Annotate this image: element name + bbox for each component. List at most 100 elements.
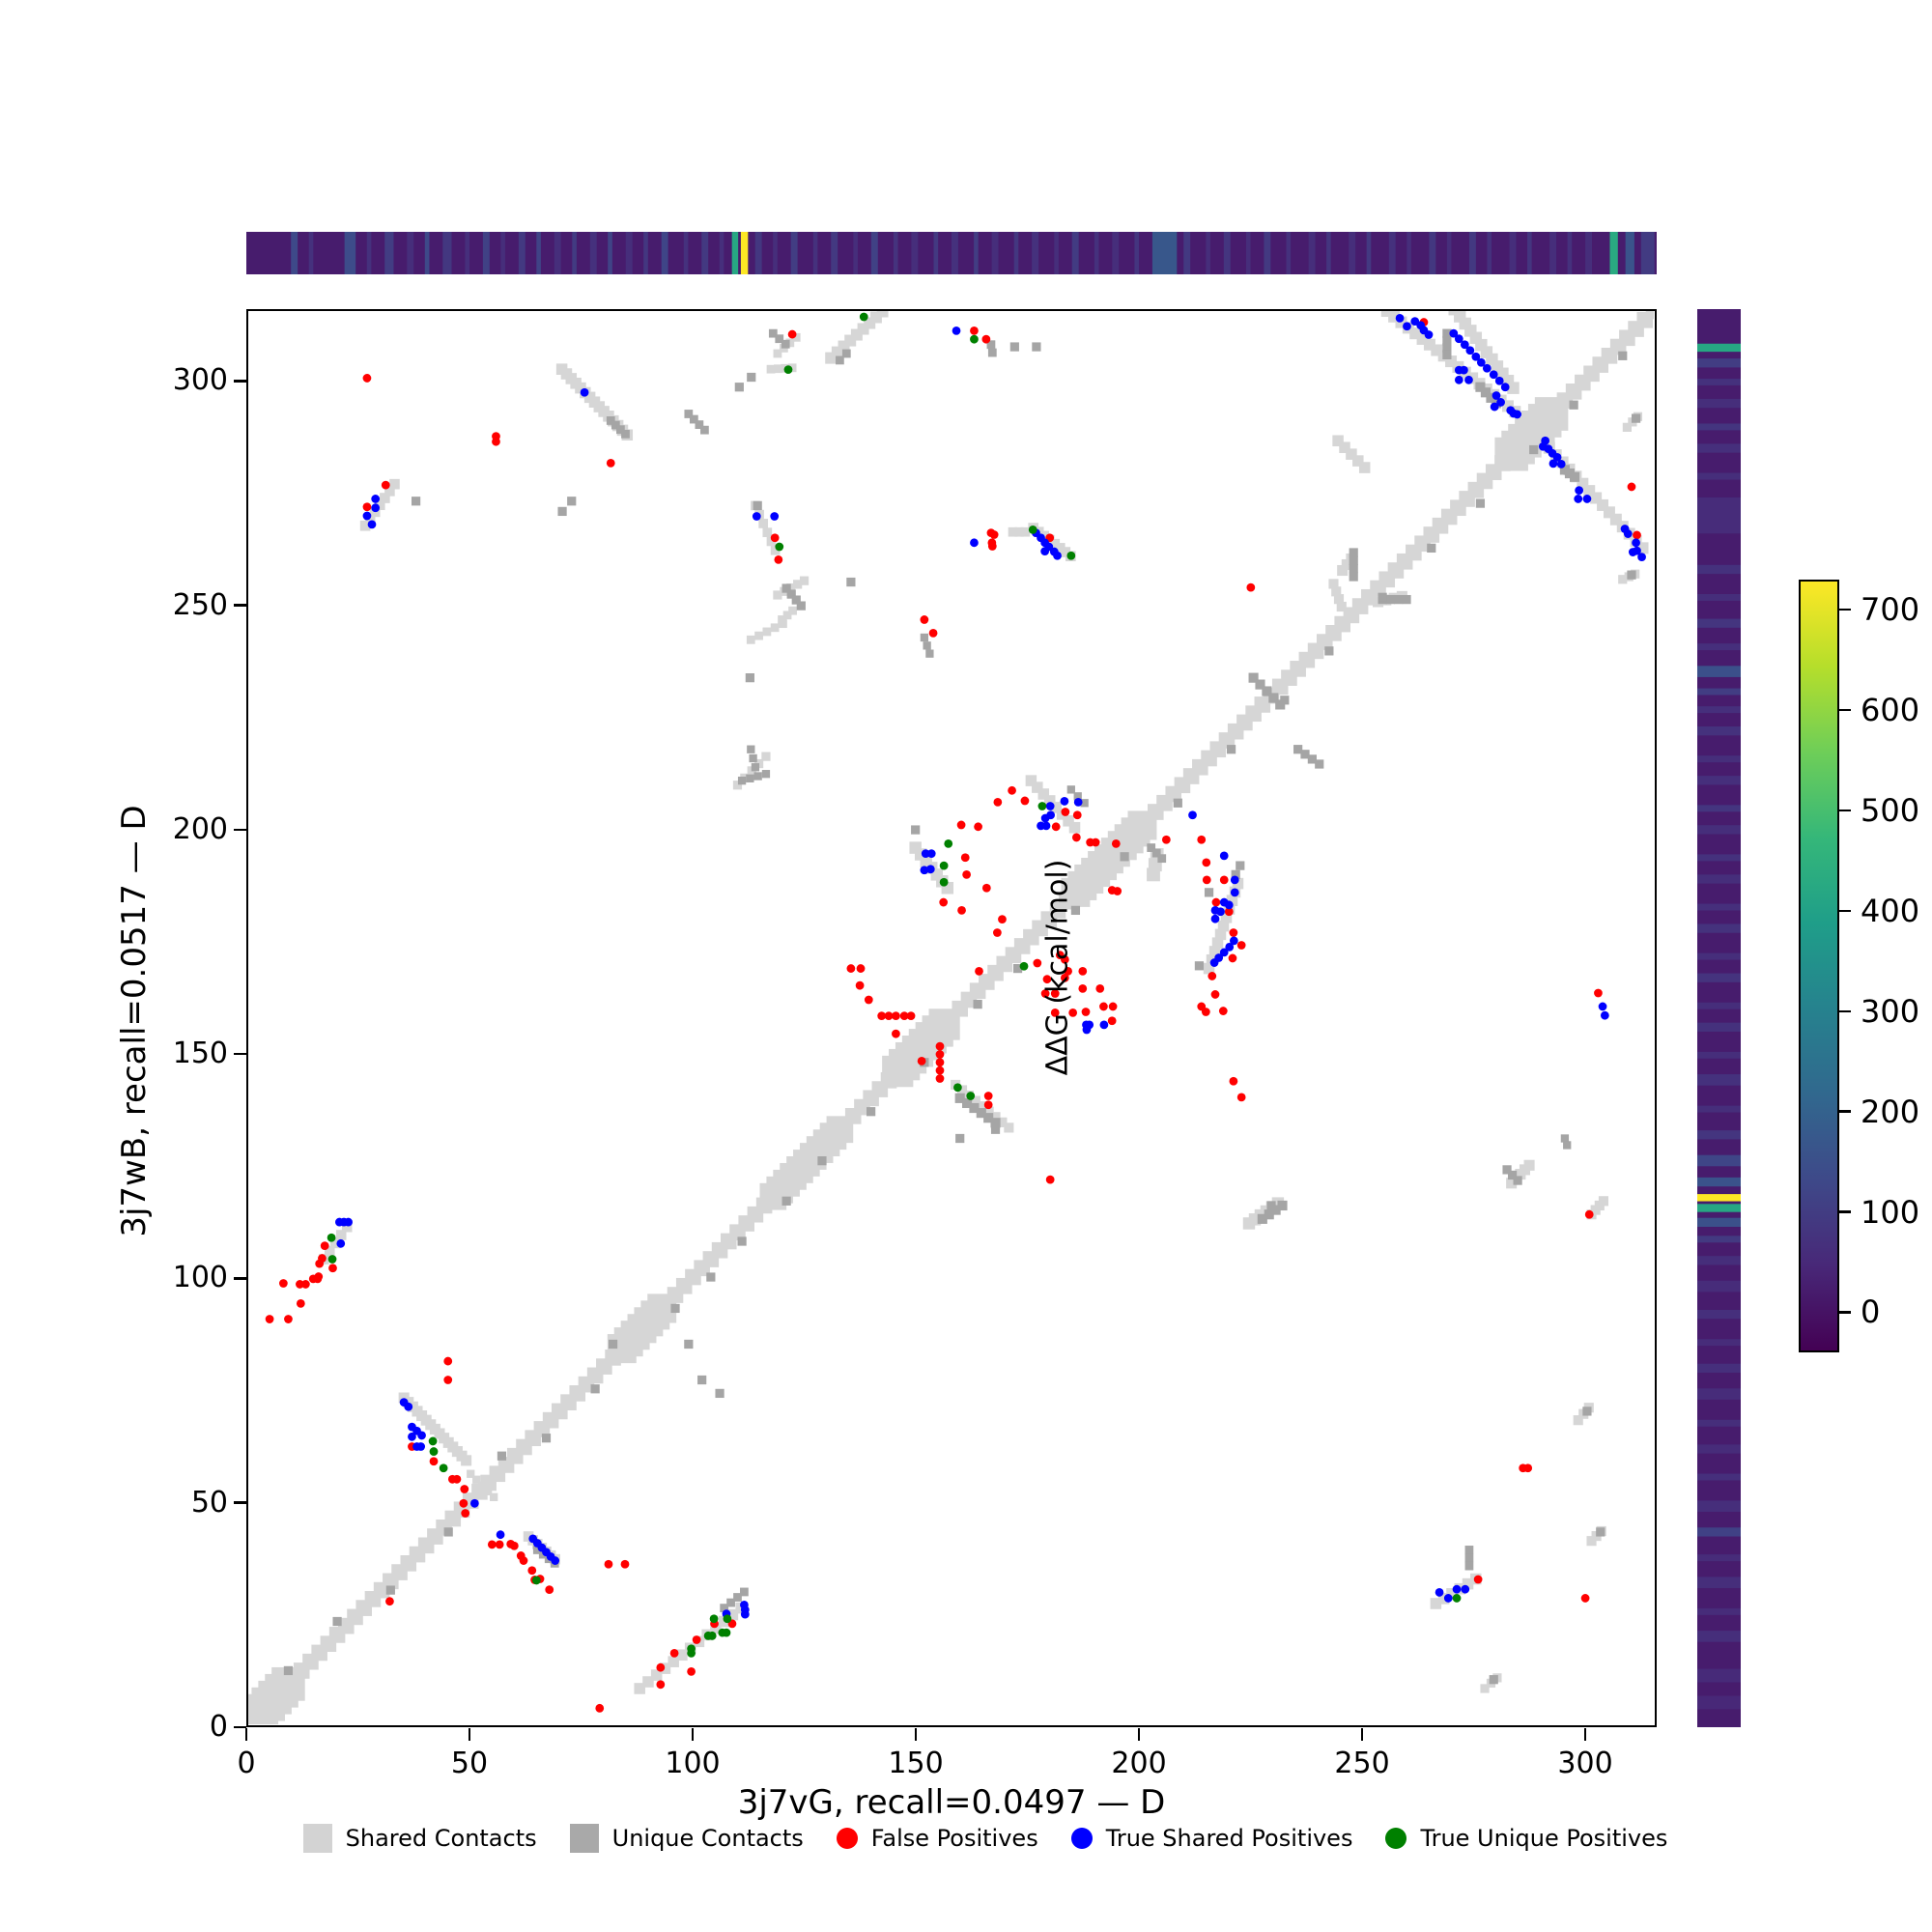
false-positive-point xyxy=(1594,988,1603,998)
true-shared-positive-point xyxy=(752,512,761,521)
false-positive-point xyxy=(993,928,1002,937)
true-shared-positive-point xyxy=(921,849,930,858)
shared-contact xyxy=(329,1237,341,1249)
strip-band xyxy=(893,232,898,274)
unique-contact xyxy=(1012,963,1023,974)
false-positive-point xyxy=(1078,966,1088,976)
strip-band xyxy=(1697,1554,1741,1562)
unique-contact xyxy=(1262,686,1272,696)
false-positive-point xyxy=(1236,1093,1246,1102)
legend-item: Shared Contacts xyxy=(302,1824,537,1853)
false-positive-point xyxy=(328,1264,337,1273)
false-positive-point xyxy=(461,1509,470,1518)
strip-band xyxy=(1013,232,1019,274)
shared-contact xyxy=(732,781,743,790)
strip-band xyxy=(572,232,577,274)
legend-item: True Shared Positives xyxy=(1070,1825,1352,1852)
shared-contact xyxy=(1454,311,1466,323)
true-shared-positive-point xyxy=(1454,375,1463,384)
shared-contact xyxy=(1636,542,1649,554)
strip-band xyxy=(1697,952,1741,960)
strip-band xyxy=(1366,232,1372,274)
strip-band xyxy=(1509,232,1517,274)
shared-contact xyxy=(1333,594,1345,605)
shared-contact xyxy=(1214,928,1227,941)
false-positive-point xyxy=(279,1279,288,1288)
true-shared-positive-point xyxy=(1490,402,1499,412)
true-shared-positive-point xyxy=(1216,907,1225,917)
shared-contact xyxy=(773,349,782,358)
shared-contact xyxy=(831,346,843,358)
shared-contact xyxy=(1523,1159,1535,1171)
false-positive-point xyxy=(960,853,970,863)
shared-contact xyxy=(983,1106,994,1117)
true-shared-positive-point xyxy=(1435,1588,1444,1597)
legend-item-label: Shared Contacts xyxy=(345,1825,537,1852)
true-shared-positive-point xyxy=(1082,1025,1092,1035)
strip-band xyxy=(1245,232,1251,274)
shared-contact xyxy=(770,545,781,555)
legend-item: True Unique Positives xyxy=(1385,1825,1667,1852)
false-positive-point xyxy=(970,326,979,335)
false-positive-point xyxy=(320,1241,329,1251)
false-positive-point xyxy=(1091,838,1100,847)
legend-item-label: Unique Contacts xyxy=(611,1825,804,1852)
unique-contact xyxy=(962,1097,973,1109)
x-tick-mark xyxy=(1360,1728,1364,1741)
shared-contact xyxy=(1043,795,1056,807)
unique-contact xyxy=(1204,888,1214,897)
shared-contact xyxy=(1008,526,1018,537)
unique-contact xyxy=(1120,852,1129,862)
strip-band xyxy=(1697,1051,1741,1059)
false-positive-point xyxy=(656,1680,666,1690)
shared-contact xyxy=(791,332,801,342)
false-positive-point xyxy=(1584,1209,1594,1219)
true-shared-positive-point xyxy=(1041,821,1051,831)
unique-contact xyxy=(1226,745,1236,754)
right-strip-svg xyxy=(1697,309,1741,1727)
unique-contact xyxy=(1596,1527,1605,1537)
strip-band xyxy=(608,232,612,274)
shared-contact xyxy=(335,1230,347,1240)
shared-contact xyxy=(1380,311,1393,318)
shared-contact xyxy=(782,611,792,620)
false-positive-point xyxy=(620,1559,630,1569)
shared-contact xyxy=(1211,937,1224,949)
true-shared-positive-point xyxy=(1464,375,1473,384)
true-shared-positive-point xyxy=(1225,942,1235,952)
unique-contact xyxy=(954,1093,965,1103)
strip-band xyxy=(1697,854,1741,862)
colorbar-tick-mark xyxy=(1839,1311,1851,1314)
false-positive-point xyxy=(939,897,949,907)
strip-band xyxy=(1697,903,1741,911)
strip-band xyxy=(1697,1607,1741,1615)
false-positive-point xyxy=(545,1585,554,1595)
shared-contact xyxy=(1037,788,1050,800)
shared-contact xyxy=(1445,355,1458,368)
true-unique-positive-point xyxy=(1028,525,1037,534)
strip-band xyxy=(1697,1002,1741,1009)
true-shared-positive-point xyxy=(404,1402,413,1411)
shared-contact xyxy=(746,635,755,644)
strip-band xyxy=(812,232,818,274)
false-positive-point xyxy=(877,1011,887,1021)
shared-contact xyxy=(956,1085,968,1095)
false-positive-point xyxy=(1040,989,1050,998)
false-positive-point xyxy=(1033,958,1042,968)
unique-contact xyxy=(1275,699,1286,710)
false-positive-point xyxy=(604,1559,613,1569)
shared-contact xyxy=(774,364,782,374)
shared-contact xyxy=(1590,492,1603,504)
unique-contact xyxy=(1442,328,1452,338)
unique-contact xyxy=(1563,1141,1572,1150)
false-positive-point xyxy=(1078,984,1088,993)
unique-contact xyxy=(1442,350,1452,360)
false-positive-point xyxy=(856,964,866,973)
strip-band xyxy=(1487,232,1492,274)
legend-swatch-square xyxy=(569,1824,599,1853)
unique-contact xyxy=(689,414,698,424)
shared-contact xyxy=(1583,485,1596,497)
false-positive-point xyxy=(460,1485,469,1493)
unique-contact xyxy=(1349,555,1358,565)
unique-contact xyxy=(1032,342,1041,352)
